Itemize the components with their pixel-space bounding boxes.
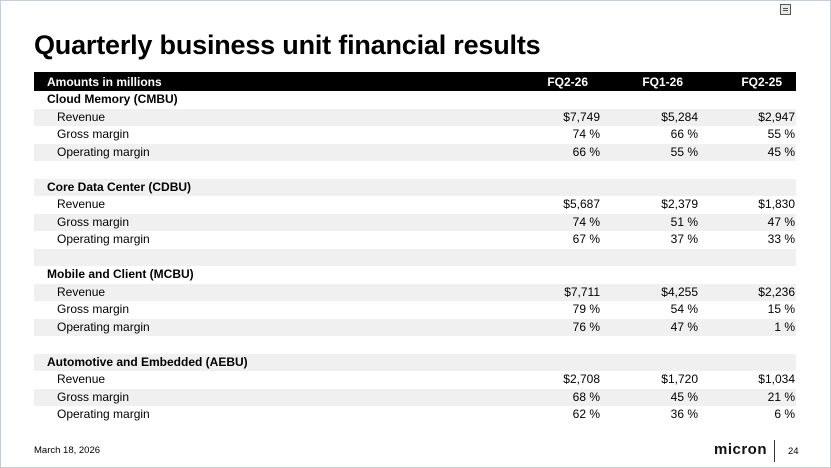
table-row: Revenue $5,687 $2,379 $1,830 (34, 196, 796, 214)
value-cell: $7,749 (563, 109, 600, 124)
section-label: Cloud Memory (CMBU) (47, 92, 178, 106)
section-row: Cloud Memory (CMBU) (34, 91, 796, 109)
value-cell: 21 % (767, 389, 795, 404)
value-cell: 76 % (572, 319, 600, 334)
value-cell: 67 % (572, 232, 600, 246)
table-row: Gross margin 68 % 45 % 21 % (34, 388, 796, 406)
row-label: Operating margin (57, 407, 150, 421)
row-label: Operating margin (57, 144, 150, 159)
section-row: Mobile and Client (MCBU) (34, 266, 796, 284)
value-cell: 37 % (670, 232, 698, 246)
value-cell: 33 % (767, 232, 795, 246)
value-cell: 15 % (767, 302, 795, 316)
row-label: Operating margin (57, 319, 150, 334)
row-label: Gross margin (57, 389, 130, 404)
row-label: Operating margin (57, 232, 150, 246)
value-cell: 47 % (670, 319, 698, 334)
value-cell: $4,255 (661, 284, 698, 299)
row-label: Revenue (57, 109, 106, 124)
table-header-row: Amounts in millions FQ2-26 FQ1-26 FQ2-25 (34, 72, 796, 91)
slide-thumbnail-icon[interactable] (780, 4, 791, 15)
value-cell: $2,708 (563, 372, 600, 386)
page-number: 24 (788, 446, 799, 457)
footer-divider (774, 440, 775, 462)
value-cell: 36 % (670, 407, 698, 421)
table-row: Gross margin 74 % 66 % 55 % (34, 126, 796, 144)
table-body: Cloud Memory (CMBU) Revenue $7,749 $5,284 $2… (34, 91, 796, 424)
row-label: Revenue (57, 372, 106, 386)
header-col-fq1-26: FQ1-26 (642, 75, 683, 89)
value-cell: $1,830 (758, 197, 795, 211)
table-row: Operating margin 67 % 37 % 33 % (34, 231, 796, 249)
value-cell: 79 % (572, 302, 600, 316)
section-label: Automotive and Embedded (AEBU) (47, 354, 248, 369)
row-label: Gross margin (57, 302, 130, 316)
value-cell: 66 % (572, 144, 600, 159)
spacer-row (34, 336, 796, 354)
value-cell: 1 % (774, 319, 795, 334)
section-label: Mobile and Client (MCBU) (47, 267, 194, 281)
value-cell: 47 % (767, 214, 795, 229)
value-cell: 54 % (670, 302, 698, 316)
value-cell: 66 % (670, 127, 698, 141)
table-row: Operating margin 66 % 55 % 45 % (34, 143, 796, 161)
section-row: Automotive and Embedded (AEBU) (34, 353, 796, 371)
value-cell: $1,034 (758, 372, 795, 386)
table-row: Operating margin 62 % 36 % 6 % (34, 406, 796, 424)
spacer-row (34, 248, 796, 266)
financial-results-table: Amounts in millions FQ2-26 FQ1-26 FQ2-25… (34, 72, 796, 424)
value-cell: 62 % (572, 407, 600, 421)
table-row: Revenue $2,708 $1,720 $1,034 (34, 371, 796, 389)
value-cell: 51 % (670, 214, 698, 229)
header-label: Amounts in millions (47, 75, 162, 89)
value-cell: 74 % (572, 127, 600, 141)
section-label: Core Data Center (CDBU) (47, 179, 192, 194)
value-cell: $5,687 (563, 197, 600, 211)
page-title: Quarterly business unit financial result… (34, 30, 541, 60)
row-label: Revenue (57, 197, 106, 211)
header-col-fq2-26: FQ2-26 (547, 75, 588, 89)
section-row: Core Data Center (CDBU) (34, 178, 796, 196)
table-row: Gross margin 74 % 51 % 47 % (34, 213, 796, 231)
table-row: Gross margin 79 % 54 % 15 % (34, 301, 796, 319)
value-cell: 74 % (572, 214, 600, 229)
value-cell: 68 % (572, 389, 600, 404)
row-label: Gross margin (57, 214, 130, 229)
value-cell: 45 % (767, 144, 795, 159)
value-cell: 45 % (670, 389, 698, 404)
value-cell: 55 % (767, 127, 795, 141)
value-cell: $2,947 (758, 109, 795, 124)
value-cell: 6 % (774, 407, 795, 421)
row-label: Gross margin (57, 127, 130, 141)
row-label: Revenue (57, 284, 106, 299)
table-row: Revenue $7,749 $5,284 $2,947 (34, 108, 796, 126)
value-cell: $7,711 (564, 284, 600, 299)
value-cell: $2,236 (758, 284, 795, 299)
value-cell: $5,284 (661, 109, 698, 124)
table-row: Revenue $7,711 $4,255 $2,236 (34, 283, 796, 301)
table-row: Operating margin 76 % 47 % 1 % (34, 318, 796, 336)
footer-date: March 18, 2026 (34, 445, 101, 456)
spacer-row (34, 161, 796, 179)
value-cell: $1,720 (661, 372, 698, 386)
value-cell: 55 % (670, 144, 698, 159)
micron-logo: micron (714, 441, 768, 458)
value-cell: $2,379 (661, 197, 698, 211)
header-col-fq2-25: FQ2-25 (741, 75, 782, 89)
